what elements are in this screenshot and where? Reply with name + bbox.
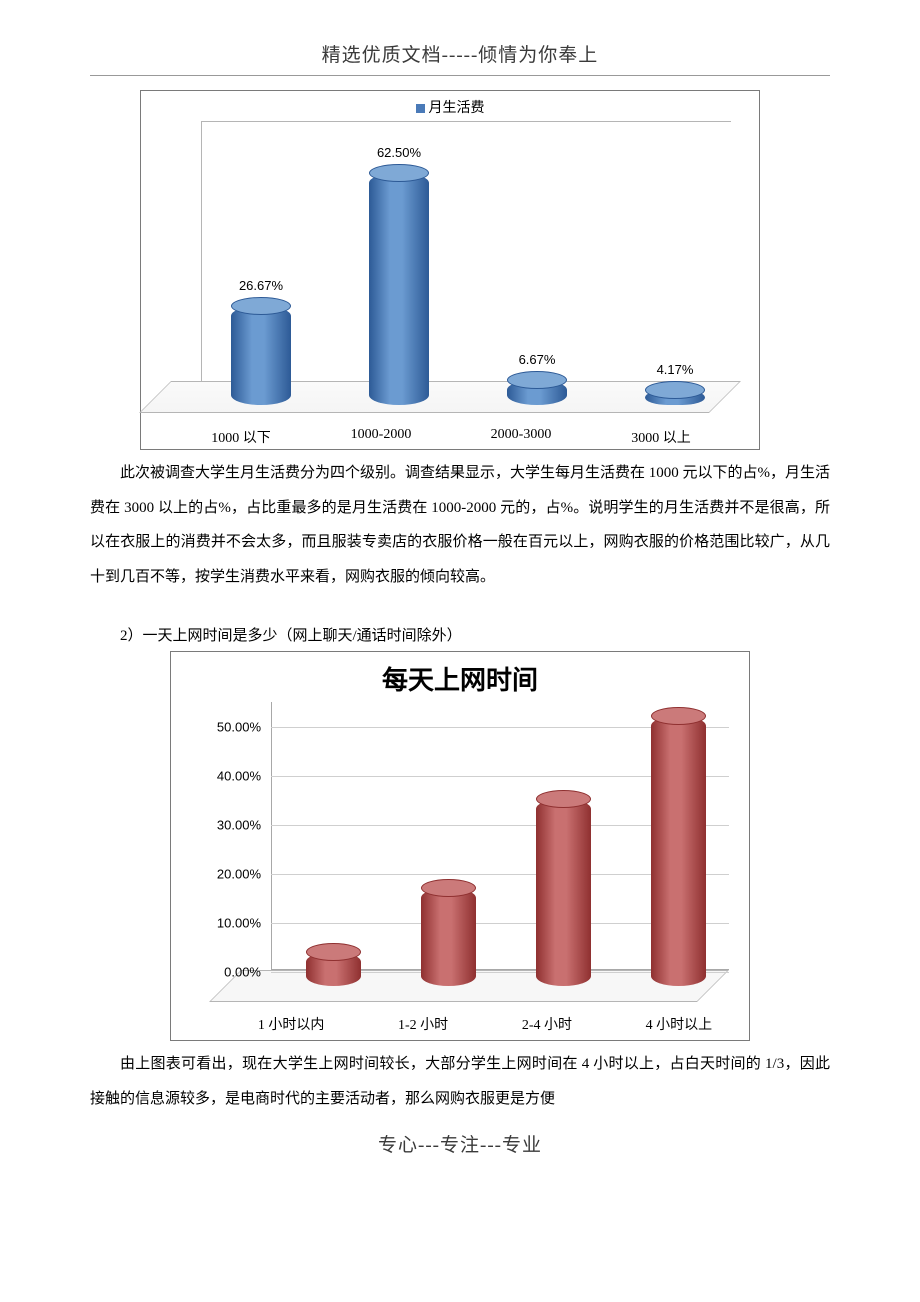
para2-text: 由上图表可看出，现在大学生上网时间较长，大部分学生上网时间在 4 小时以上，占白…: [90, 1047, 830, 1116]
page-header: 精选优质文档-----倾情为你奉上: [90, 40, 830, 76]
chart2-y-label: 50.00%: [181, 719, 261, 734]
chart1-legend: 月生活费: [141, 97, 759, 117]
chart1-x-label: 1000-2000: [311, 427, 451, 449]
chart1-x-label: 2000-3000: [451, 427, 591, 449]
chart1-plot-area: 26.67% 62.50% 6.67% 4.17%: [171, 121, 739, 419]
chart2-x-axis: 1 小时以内 1-2 小时 2-4 小时 4 小时以上: [221, 1014, 749, 1034]
chart-daily-internet-time: 每天上网时间 0.00%10.00%20.00%30.00%40.00%50.0…: [170, 651, 750, 1041]
chart-monthly-expense: 月生活费 26.67% 62.50% 6.67% 4.17% 1000 以下1000-…: [140, 90, 760, 450]
legend-swatch: [416, 104, 425, 113]
chart2-bar: [536, 799, 591, 986]
chart1-bar: 26.67%: [231, 306, 291, 405]
chart2-y-label: 40.00%: [181, 768, 261, 783]
section-2-heading: 2）一天上网时间是多少（网上聊天/通话时间除外）: [90, 624, 830, 645]
chart1-x-axis: 1000 以下1000-20002000-30003000 以上: [171, 427, 759, 449]
chart2-y-label: 10.00%: [181, 915, 261, 930]
chart1-bar: 62.50%: [369, 173, 429, 405]
chart1-x-label: 3000 以上: [591, 427, 731, 449]
chart2-bar: [421, 888, 476, 986]
para1-text: 此次被调查大学生月生活费分为四个级别。调查结果显示，大学生每月生活费在 1000…: [90, 456, 830, 594]
paragraph-2: 由上图表可看出，现在大学生上网时间较长，大部分学生上网时间在 4 小时以上，占白…: [90, 1047, 830, 1116]
chart2-x-label: 4 小时以上: [646, 1014, 713, 1034]
chart2-plot-area: 0.00%10.00%20.00%30.00%40.00%50.00%: [241, 702, 729, 1000]
chart2-x-label: 2-4 小时: [522, 1014, 572, 1034]
paragraph-1: 此次被调查大学生月生活费分为四个级别。调查结果显示，大学生每月生活费在 1000…: [90, 456, 830, 594]
chart2-y-label: 0.00%: [181, 965, 261, 980]
chart1-bar: 4.17%: [645, 390, 705, 405]
page-footer: 专心---专注---专业: [90, 1130, 830, 1157]
legend-label: 月生活费: [429, 101, 485, 116]
chart2-x-label: 1-2 小时: [398, 1014, 448, 1034]
chart2-y-label: 30.00%: [181, 817, 261, 832]
chart2-bar: [651, 716, 706, 986]
chart2-y-label: 20.00%: [181, 866, 261, 881]
chart2-bar: [306, 952, 361, 986]
chart2-x-label: 1 小时以内: [258, 1014, 325, 1034]
chart1-bar: 6.67%: [507, 380, 567, 405]
chart1-x-label: 1000 以下: [171, 427, 311, 449]
chart2-title: 每天上网时间: [171, 652, 749, 697]
